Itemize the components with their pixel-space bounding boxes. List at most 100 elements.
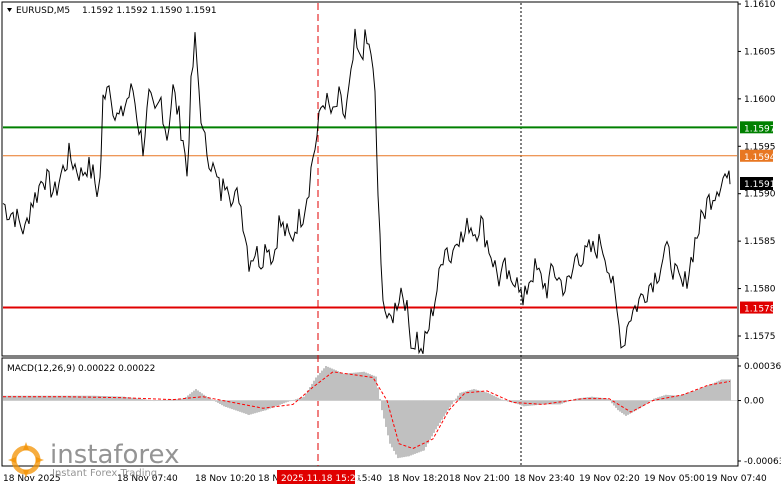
macd-hist-bar [439, 400, 441, 423]
macd-hist-bar [471, 389, 473, 401]
macd-hist-bar [725, 379, 727, 401]
macd-hist-bar [655, 397, 657, 401]
macd-hist-bar [493, 395, 495, 401]
price-tick-label-4: 1.1590 [744, 190, 776, 200]
macd-hist-bar [577, 398, 579, 401]
macd-hist-bar [135, 398, 137, 401]
macd-hist-bar [649, 400, 651, 402]
macd-hist-bar [19, 395, 21, 401]
macd-hist-bar [205, 395, 207, 401]
macd-hist-bar [603, 398, 605, 401]
macd-hist-bar [517, 400, 519, 405]
macd-hist-bar [233, 400, 235, 410]
macd-hist-bar [199, 391, 201, 401]
macd-hist-bar [414, 400, 416, 454]
macd-hist-bar [39, 395, 41, 401]
macd-hist-bar [541, 400, 543, 405]
macd-hist-bar [47, 395, 49, 401]
macd-hist-bar [79, 395, 81, 401]
macd-hist-bar [83, 395, 85, 401]
macd-hist-bar [487, 392, 489, 401]
macd-hist-bar [408, 400, 410, 457]
macd-hist-bar [281, 400, 283, 404]
macd-hist-bar [353, 372, 355, 401]
macd-hist-bar [447, 400, 449, 411]
macd-hist-bar [335, 370, 337, 401]
macd-hist-bar [225, 400, 227, 407]
macd-hist-bar [527, 400, 529, 406]
macd-hist-bar [221, 400, 223, 406]
macd-hist-bar [49, 395, 51, 401]
time-tick-label-10: 19 Nov 07:40 [706, 474, 767, 484]
collapse-triangle-icon[interactable] [7, 8, 12, 12]
macd-hist-bar [127, 397, 129, 401]
macd-hist-bar [718, 380, 720, 401]
macd-hist-bar [179, 398, 181, 401]
macd-values: 0.00022 0.00022 [78, 364, 155, 374]
macd-hist-bar [583, 397, 585, 401]
macd-hist-bar [217, 400, 219, 403]
macd-hist-bar [33, 395, 35, 401]
macd-hist-bar [689, 392, 691, 401]
macd-hist-bar [145, 399, 147, 401]
time-axis: 18 Nov 2025 18 Nov 07:40 18 Nov 10:20 18 N 1… [3, 474, 767, 484]
macd-hist-bar [183, 398, 185, 401]
macd-hist-bar [211, 399, 213, 401]
macd-hist-bar [673, 395, 675, 401]
time-tick-label-8: 19 Nov 02:20 [579, 474, 640, 484]
macd-hist-bar [111, 396, 113, 401]
macd-hist-bar [149, 400, 151, 401]
macd-hist-bar [337, 371, 339, 401]
macd-hist-bar [383, 400, 385, 419]
macd-hist-bar [647, 400, 649, 403]
macd-hist-bar [175, 399, 177, 401]
macd-hist-bar [597, 397, 599, 401]
macd-hist-bar [333, 369, 335, 401]
crosshair-time-tag: 2025.11.18 15:25 [277, 470, 361, 484]
macd-hist-bar [507, 400, 509, 402]
macd-hist-bar [619, 400, 621, 412]
macd-hist-bar [473, 389, 475, 401]
current-price-label: 1.1591 [744, 180, 776, 190]
macd-hist-bar [591, 396, 593, 401]
macd-hist-bar [351, 372, 353, 401]
macd-hist-bar [469, 390, 471, 401]
macd-hist-bar [629, 400, 631, 414]
macd-hist-bar [617, 400, 619, 411]
macd-hist-bar [659, 396, 661, 401]
macd-hist-bar [55, 395, 57, 401]
macd-hist-bar [185, 397, 187, 401]
macd-hist-bar [410, 400, 412, 456]
macd-hist-bar [5, 395, 7, 401]
macd-hist-bar [567, 400, 569, 402]
macd-hist-bar [77, 395, 79, 401]
macd-hist-bar [89, 395, 91, 401]
macd-hist-bar [695, 390, 697, 401]
macd-hist-bar [369, 374, 371, 401]
macd-hist-bar [239, 400, 241, 412]
macd-hist-bar [479, 390, 481, 401]
macd-hist-bar [291, 400, 293, 402]
macd-hist-bar [675, 395, 677, 401]
macd-hist-bar [549, 400, 551, 405]
macd-hist-bar [137, 398, 139, 401]
macd-hist-bar [227, 400, 229, 408]
macd-hist-bar [467, 390, 469, 401]
macd-hist-bar [323, 368, 325, 401]
macd-hist-bar [483, 391, 485, 401]
macd-hist-bar [133, 397, 135, 401]
macd-hist-bar [679, 395, 681, 401]
macd-hist-bar [321, 370, 323, 401]
chart-symbol: EURUSD,M5 [16, 6, 70, 16]
macd-hist-bar [611, 400, 613, 404]
macd-hist-bar [311, 383, 313, 401]
time-tick-label-3: 18 N [258, 474, 279, 484]
macd-hist-bar [123, 396, 125, 401]
macd-hist-bar [307, 390, 309, 401]
macd-hist-bar [243, 400, 245, 414]
macd-hist-bar [501, 399, 503, 401]
macd-hist-bar [65, 395, 67, 401]
level-tag-1 [740, 149, 773, 162]
macd-hist-bar [377, 387, 379, 401]
macd-hist-bar [283, 400, 285, 404]
